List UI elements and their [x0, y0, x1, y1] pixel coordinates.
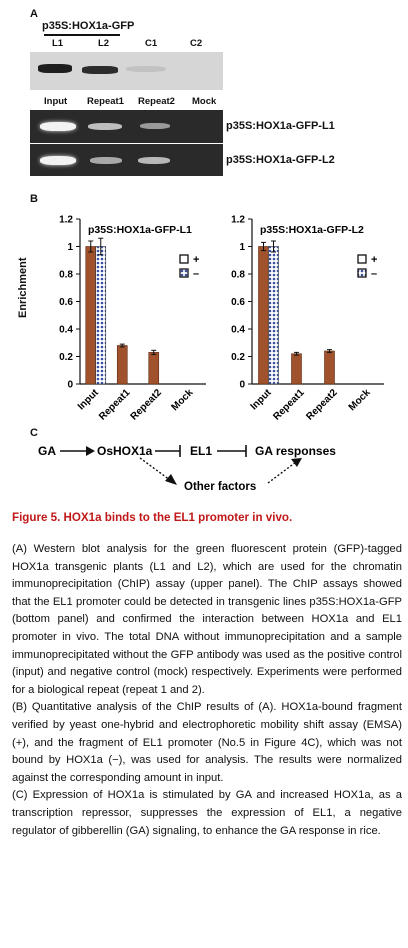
chart-title: p35S:HOX1a-GFP-L1 [88, 224, 192, 236]
gel2-band-input [40, 156, 76, 165]
bar-plus-repeat2 [324, 350, 335, 385]
legend-label-plus: + [193, 254, 199, 266]
dotted-oshox-other [139, 457, 171, 481]
legend-swatch-plus [179, 254, 189, 264]
y-tick-label: 0.8 [59, 270, 73, 281]
caption-para-a: (A) Western blot analysis for the green … [12, 543, 402, 696]
bar-plus-input [85, 246, 97, 385]
figure-caption-title: Figure 5. HOX1a binds to the EL1 promote… [12, 511, 293, 524]
y-tick-label: 0 [239, 380, 245, 391]
y-tick-label: 0.8 [231, 270, 245, 281]
gel2-band-repeat2 [138, 157, 170, 164]
gel-l1 [30, 110, 223, 143]
y-tick-label: 0 [67, 380, 73, 391]
legend-swatch-plus [357, 254, 367, 264]
chart-title: p35S:HOX1a-GFP-L2 [260, 224, 364, 236]
panel-b-label: B [30, 193, 38, 205]
legend-swatch-minus [179, 268, 189, 278]
x-tick-label: Repeat1 [271, 387, 307, 423]
arrowhead-other [165, 474, 177, 485]
lane-c1: C1 [145, 38, 158, 49]
x-tick-label: Repeat2 [129, 387, 165, 423]
node-ga: GA [38, 444, 56, 458]
gel-l2 [30, 144, 223, 176]
construct-label: p35S:HOX1a-GFP [42, 20, 135, 32]
y-tick-label: 1.2 [59, 215, 73, 226]
x-tick-label: Mock [170, 387, 196, 413]
y-tick-label: 0.2 [59, 352, 73, 363]
pathway-diagram: GA OsHOX1a EL1 GA responses Other factor… [38, 444, 336, 493]
y-tick-label: 0.4 [59, 325, 73, 336]
gel2-band-repeat1 [90, 157, 122, 164]
y-tick-label: 1 [67, 242, 73, 253]
lane-l2: L2 [98, 38, 110, 49]
western-band-l1 [38, 64, 72, 73]
lane-l1: L1 [52, 38, 64, 49]
pcr-lane-repeat2: Repeat2 [138, 96, 175, 107]
gel1-band-input [40, 122, 76, 131]
x-tick-label: Mock [347, 387, 373, 413]
pcr-lane-input: Input [44, 96, 68, 107]
lane-c2: C2 [190, 38, 203, 49]
pcr-lane-mock: Mock [192, 96, 217, 107]
y-tick-label: 0.6 [231, 297, 245, 308]
western-blot [30, 52, 223, 90]
gel1-label: p35S:HOX1a-GFP-L1 [226, 120, 335, 132]
dotted-other-ga [267, 461, 297, 484]
legend-label-minus: – [193, 268, 199, 280]
gel2-label: p35S:HOX1a-GFP-L2 [226, 154, 335, 166]
bar-plus-repeat1 [116, 345, 128, 385]
x-tick-label: Input [249, 387, 275, 413]
legend-label-minus: – [371, 268, 377, 280]
bar-plus-repeat2 [148, 352, 160, 385]
legend-swatch-minus [357, 268, 367, 278]
arrowhead-ga-resp [291, 458, 302, 467]
panel-a-label: A [30, 8, 38, 20]
y-tick-label: 0.2 [231, 352, 245, 363]
pcr-lane-repeat1: Repeat1 [87, 96, 124, 107]
gel1-band-repeat1 [88, 123, 122, 130]
x-tick-label: Repeat1 [97, 387, 133, 423]
y-tick-label: 1.2 [231, 215, 245, 226]
figure-caption-body: (A) Western blot analysis for the green … [12, 541, 402, 840]
legend-label-plus: + [371, 254, 377, 266]
bar-minus-input [95, 246, 107, 385]
gel1-band-repeat2 [140, 123, 170, 129]
arrowhead-ga [86, 446, 95, 456]
node-el1: EL1 [190, 444, 212, 458]
x-tick-label: Repeat2 [304, 387, 340, 423]
y-tick-label: 0.6 [59, 297, 73, 308]
y-tick-label: 1 [239, 242, 245, 253]
node-other-factors: Other factors [184, 481, 256, 493]
western-band-l2 [82, 66, 118, 74]
y-tick-label: 0.4 [231, 325, 245, 336]
node-oshox1a: OsHOX1a [97, 444, 153, 458]
bar-plus-repeat1 [291, 353, 302, 385]
enrichment-charts: 0 0.2 0.4 0.6 0.8 1 1.2 p35S:HOX1a-GFP-L1 + – Inpu… [59, 215, 384, 423]
caption-para-b: (B) Quantitative analysis of the ChIP re… [12, 701, 402, 784]
construct-underline [44, 34, 120, 36]
bar-minus-input [268, 246, 279, 385]
node-ga-responses: GA responses [255, 444, 336, 458]
panel-c-label: C [30, 427, 38, 439]
caption-para-c: (C) Expression of HOX1a is stimulated by… [12, 789, 402, 837]
western-smear [126, 66, 166, 72]
x-tick-label: Input [76, 387, 102, 413]
bar-plus-input [258, 246, 269, 385]
